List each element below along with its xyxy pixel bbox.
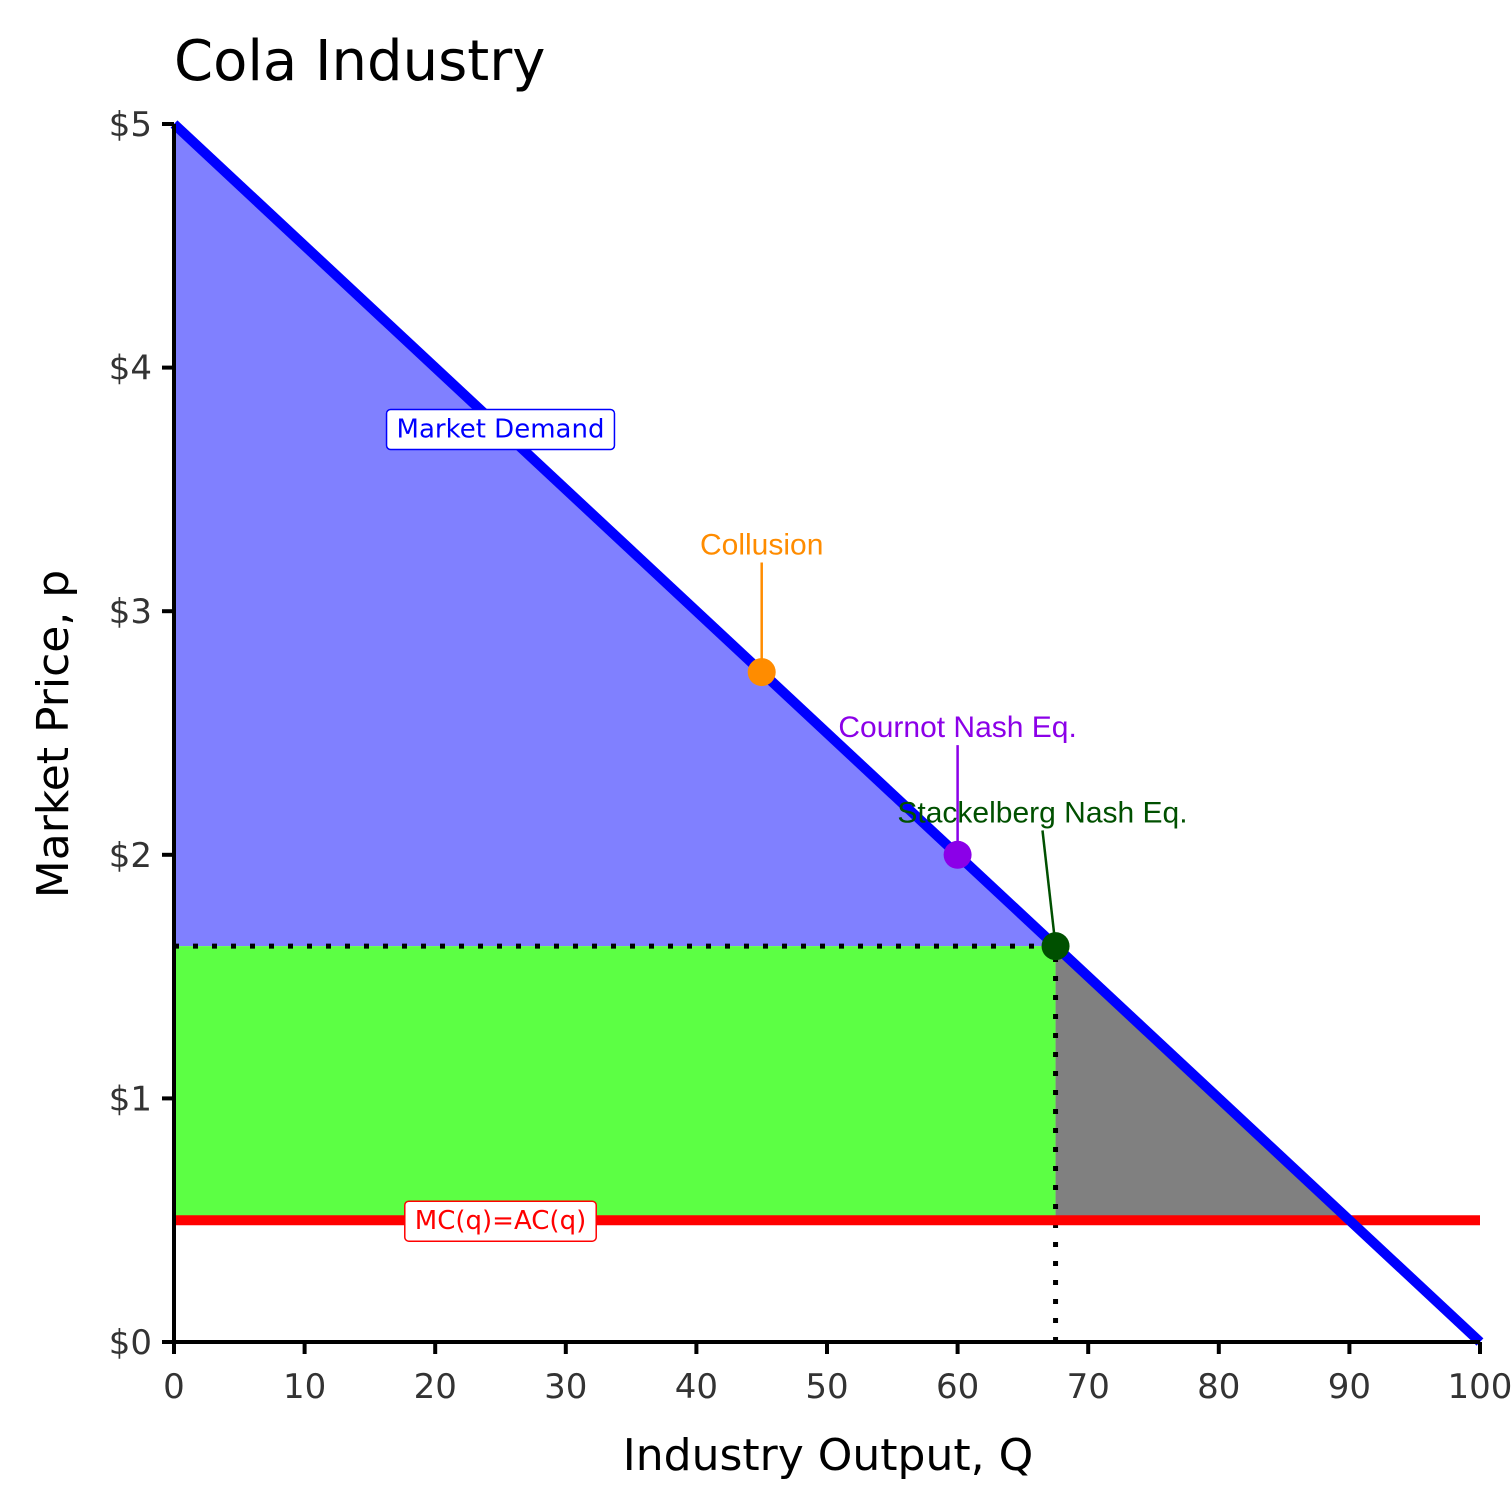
- x-tick-label: 30: [544, 1367, 587, 1407]
- x-tick-label: 90: [1328, 1367, 1371, 1407]
- market-demand-label: Market Demand: [385, 408, 616, 451]
- collusion-label: Collusion: [700, 528, 823, 561]
- y-tick-label: $4: [109, 349, 152, 389]
- stackelberg-nash-eq-point: [1041, 932, 1070, 961]
- y-tick-label: $2: [109, 836, 152, 876]
- stackelberg-nash-eq-leader: [1041, 830, 1057, 947]
- x-tick-label: 70: [1067, 1367, 1110, 1407]
- x-tick-label: 0: [163, 1367, 185, 1407]
- y-tick-label: $0: [109, 1323, 152, 1363]
- x-tick-label: 80: [1197, 1367, 1240, 1407]
- cournot-nash-eq-point: [943, 840, 972, 869]
- x-tick-label: 10: [283, 1367, 326, 1407]
- x-tick-label: 40: [675, 1367, 718, 1407]
- plot-area: 0 10 20 30 40 50 60 70 80 90 100 $0 $1 $2 $3 $4 $5 Market…: [109, 105, 1512, 1407]
- x-tick-label: 60: [936, 1367, 979, 1407]
- market-demand-label-text: Market Demand: [397, 415, 605, 445]
- y-tick-label: $1: [109, 1079, 152, 1119]
- market-demand-label-box: [385, 408, 616, 451]
- mc-q-ac-q-label: MC(q)=AC(q): [404, 1200, 597, 1242]
- x-tick-label: 20: [414, 1367, 457, 1407]
- x-axis-title: Industry Output, Q: [623, 1430, 1033, 1481]
- y-axis-title: Market Price, p: [28, 570, 79, 898]
- stackelberg-nash-eq-label: Stackelberg Nash Eq.: [897, 796, 1187, 829]
- y-tick-label: $3: [109, 592, 152, 632]
- mc-q-ac-q-label-box: [404, 1200, 597, 1242]
- mc-q-ac-q-label-text: MC(q)=AC(q): [415, 1206, 586, 1236]
- y-tick-label: $5: [109, 105, 152, 145]
- cournot-nash-eq-label: Cournot Nash Eq.: [838, 711, 1076, 744]
- collusion-point: [747, 658, 776, 687]
- chart-title: Cola Industry: [174, 29, 545, 94]
- x-tick-label: 50: [805, 1367, 848, 1407]
- x-tick-label: 100: [1448, 1367, 1512, 1407]
- producer-surplus-region: [174, 946, 1056, 1221]
- market-demand-line: [170, 120, 1484, 1346]
